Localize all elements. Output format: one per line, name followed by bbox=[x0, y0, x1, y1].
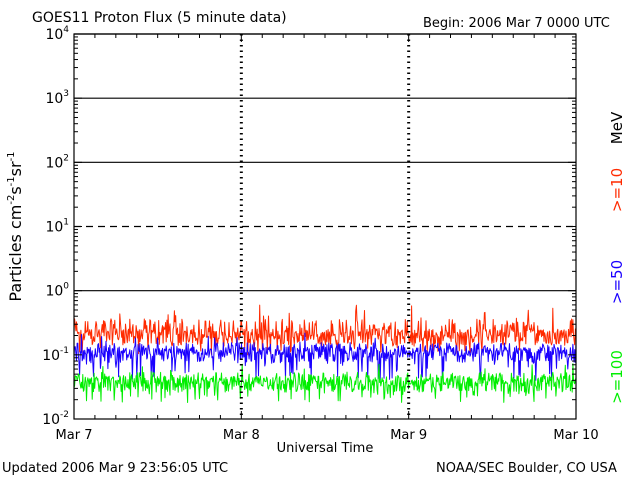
y-tick-label: 10-2 bbox=[42, 410, 69, 428]
legend-series-100: >=100 bbox=[608, 350, 626, 404]
legend-series-50: >=50 bbox=[608, 260, 626, 304]
y-tick-label: 100 bbox=[45, 282, 69, 300]
x-axis-label: Universal Time bbox=[277, 441, 374, 456]
legend-unit: MeV bbox=[608, 111, 626, 144]
y-tick-label: 103 bbox=[45, 89, 69, 107]
y-tick-label: 10-1 bbox=[42, 346, 69, 364]
legend-series-10: >=10 bbox=[608, 168, 626, 212]
y-tick-label: 102 bbox=[45, 153, 69, 171]
x-tick-label: Mar 7 bbox=[56, 428, 93, 443]
y-tick-label: 104 bbox=[45, 25, 69, 43]
x-tick-label: Mar 10 bbox=[553, 428, 598, 443]
y-axis-label: Particles cm-2s-1sr-1 bbox=[6, 151, 25, 301]
x-tick-label: Mar 9 bbox=[390, 428, 427, 443]
footer-updated: Updated 2006 Mar 9 23:56:05 UTC bbox=[2, 461, 229, 476]
chart-title: GOES11 Proton Flux (5 minute data) bbox=[32, 10, 287, 26]
series-line-2 bbox=[73, 363, 577, 403]
x-tick-label: Mar 8 bbox=[223, 428, 260, 443]
begin-date-label: Begin: 2006 Mar 7 0000 UTC bbox=[423, 16, 610, 31]
series-line-1 bbox=[73, 332, 577, 381]
footer-credit: NOAA/SEC Boulder, CO USA bbox=[436, 461, 617, 476]
y-tick-label: 101 bbox=[45, 218, 69, 236]
